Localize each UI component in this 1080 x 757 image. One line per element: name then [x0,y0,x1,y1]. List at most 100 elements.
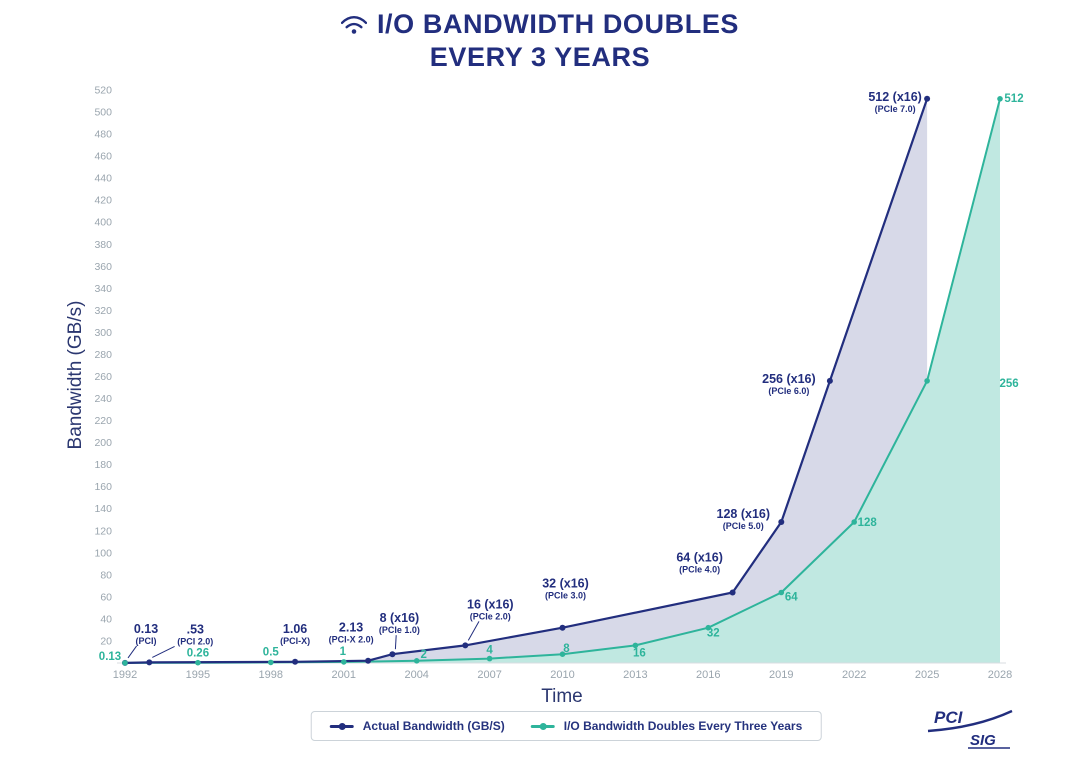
actual-point-sublabel: (PCIe 6.0) [768,386,809,396]
x-axis-title: Time [541,686,583,707]
x-tick-label: 2019 [769,669,793,681]
chart-title: I/O BANDWIDTH DOUBLES EVERY 3 YEARS [0,8,1080,74]
doubling-point [924,378,930,384]
actual-point-label: 128 (x16) [717,507,771,521]
doubling-point-label: 256 [1000,378,1019,390]
actual-point-sublabel: (PCIe 2.0) [470,611,511,621]
doubling-point [997,96,1003,102]
y-tick-label: 400 [94,217,112,229]
y-tick-label: 440 [94,173,112,185]
actual-point [462,642,469,649]
doubling-point-label: 128 [858,517,878,529]
y-tick-label: 40 [100,613,112,625]
actual-point [729,589,736,596]
actual-point [559,624,566,631]
x-tick-label: 1995 [186,669,210,681]
label-leader-line [467,621,480,641]
doubling-point-label: 2 [420,649,426,661]
doubling-point [341,659,347,665]
y-axis-title: Bandwidth (GB/s) [65,300,86,450]
pci-sig-logo: PCI SIG [926,708,1014,755]
legend-label-actual-bandwidth: Actual Bandwidth (GB/S) [362,719,505,733]
doubling-point-label: 16 [633,647,646,659]
doubling-point [778,589,785,596]
doubling-point-label: 32 [707,628,720,640]
doubling-point [268,659,274,666]
logo-text-pci: PCI [934,708,964,727]
doubling-point [195,659,201,666]
actual-point [292,658,299,665]
y-tick-label: 20 [100,636,112,648]
y-tick-label: 140 [94,503,112,515]
y-tick-label: 80 [100,569,112,581]
y-tick-label: 380 [94,239,112,251]
actual-point-label: 16 (x16) [467,597,514,611]
legend-dot-navy [338,722,346,730]
x-tick-label: 2022 [842,669,866,681]
y-tick-label: 260 [94,371,112,383]
actual-point-sublabel: (PCIe 5.0) [723,521,764,531]
doubling-point-label: 0.26 [187,648,209,660]
legend-dot-teal [539,722,547,730]
y-tick-label: 220 [94,415,112,427]
doubling-point-label: 1 [340,646,347,658]
x-tick-label: 2004 [404,669,428,681]
actual-point-sublabel: (PCI-X) [280,636,310,646]
y-tick-label: 180 [94,459,112,471]
x-tick-label: 2016 [696,669,720,681]
legend-line-sample-navy [329,722,354,730]
logo-text-sig: SIG [970,732,996,749]
label-leader-line [127,645,138,659]
x-tick-label: 2028 [988,669,1012,681]
doubling-point [851,519,857,525]
y-tick-label: 60 [100,591,112,603]
doubling-point [122,660,128,666]
actual-point-sublabel: (PCI 2.0) [177,636,213,646]
y-tick-label: 120 [94,525,112,537]
legend: Actual Bandwidth (GB/S) I/O Bandwidth Do… [310,711,822,741]
actual-point [826,377,833,384]
actual-point-label: 512 (x16) [868,90,922,104]
actual-point-sublabel: (PCIe 4.0) [679,565,720,575]
actual-point-sublabel: (PCI) [136,636,157,646]
legend-item-doubling: I/O Bandwidth Doubles Every Three Years [530,719,802,733]
y-tick-label: 520 [94,85,112,97]
doubling-point-label: 8 [563,643,570,655]
actual-point [924,95,931,102]
actual-point-label: 32 (x16) [542,577,589,591]
doubling-point [559,651,566,657]
y-tick-label: 420 [94,195,112,207]
doubling-point [413,658,420,664]
y-tick-label: 160 [94,481,112,493]
actual-point [365,657,372,664]
y-tick-label: 500 [94,107,112,119]
x-tick-label: 2010 [550,669,574,681]
chart-title-line1: I/O BANDWIDTH DOUBLES [376,9,740,39]
actual-point-sublabel: (PCIe 3.0) [545,591,586,601]
actual-point [389,651,396,658]
actual-point-label: 8 (x16) [380,611,420,625]
y-tick-label: 100 [94,547,112,559]
actual-point [146,659,153,666]
x-tick-label: 1998 [259,669,283,681]
actual-point [778,519,785,525]
x-tick-label: 2013 [623,669,647,681]
doubling-point-label: 64 [785,592,798,604]
doubling-point-label: 512 [1004,93,1023,105]
y-tick-label: 240 [94,393,112,405]
actual-point-label: 256 (x16) [762,372,816,386]
x-tick-label: 2025 [915,669,939,681]
y-tick-label: 280 [94,349,112,361]
actual-point-label: 2.13 [339,621,363,635]
legend-line-sample-teal [530,722,555,730]
doubling-point-label: 4 [486,645,493,657]
legend-item-actual-bandwidth: Actual Bandwidth (GB/S) [329,719,505,733]
y-tick-label: 200 [94,437,112,449]
chart-title-line2: EVERY 3 YEARS [429,42,651,72]
doubling-point [632,642,639,649]
actual-point-label: 64 (x16) [676,551,723,565]
doubling-point [486,655,493,662]
actual-point-label: 0.13 [134,622,158,636]
